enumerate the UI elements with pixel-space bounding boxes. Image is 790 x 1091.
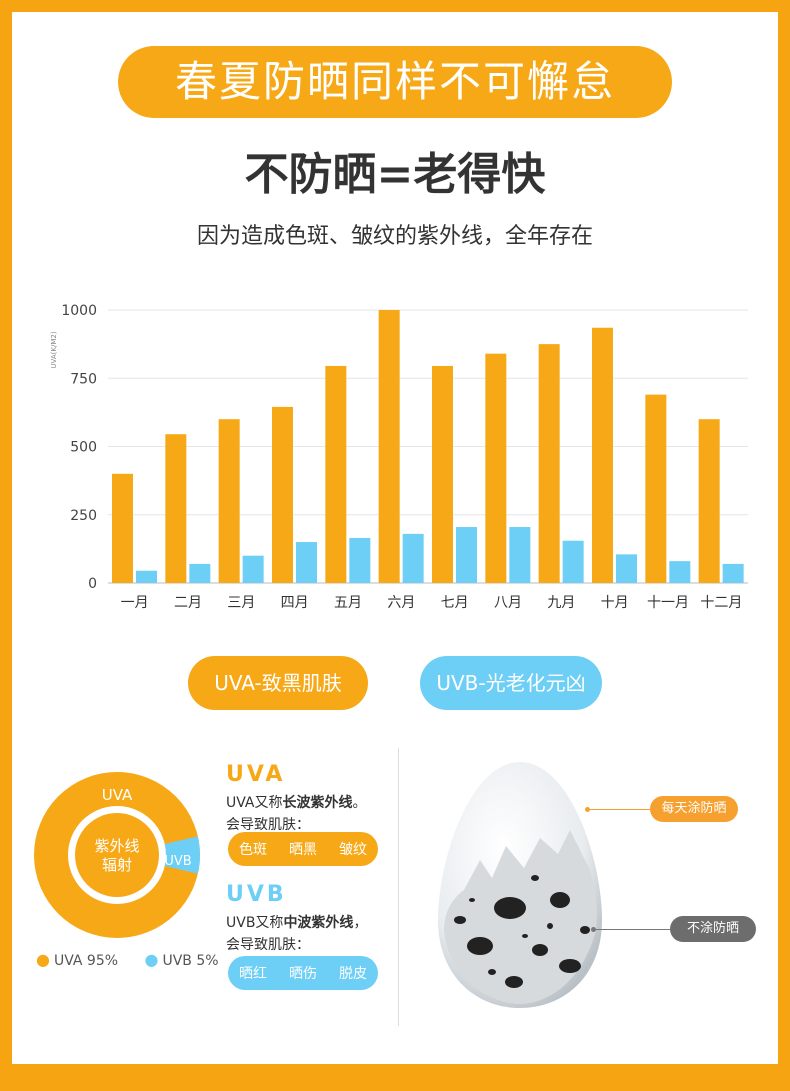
uva-tag: 色斑 [239, 842, 267, 858]
legend-uva-dot: ● [36, 950, 50, 969]
bar-uvb [402, 533, 424, 583]
callout-dot-none [591, 927, 596, 932]
uvb-info-line1: UVB又称中波紫外线， [226, 915, 368, 931]
legend-uva: UVA 95% [53, 953, 119, 969]
uva-effects-tags: 色斑 晒黑 皱纹 [228, 832, 378, 866]
legend-uvb-dot: ● [144, 950, 159, 969]
bar-uvb [669, 561, 691, 583]
donut-uvb-label: UVB [164, 854, 191, 869]
legend-uvb: UVB 5% [162, 953, 219, 969]
x-tick-label: 四月 [281, 595, 309, 611]
bar-uva [325, 365, 347, 583]
uva-info-line2: 会导致肌肤： [226, 817, 310, 833]
x-tick-label: 九月 [547, 595, 575, 611]
y-tick-label: 250 [70, 508, 97, 524]
uvb-info-line2: 会导致肌肤： [226, 937, 310, 953]
bar-uvb [456, 527, 477, 583]
uvb-info-title: UVB [226, 882, 287, 907]
bar-uvb [136, 570, 157, 583]
bar-uvb [189, 563, 211, 583]
bar-uvb [616, 554, 637, 583]
callout-line-none [596, 929, 670, 930]
uvb-pill: UVB-光老化元凶 [420, 656, 602, 710]
uva-pill: UVA-致黑肌肤 [188, 656, 368, 710]
bar-uva [165, 434, 187, 583]
donut-uva-label: UVA [102, 786, 133, 804]
x-tick-label: 五月 [334, 595, 362, 611]
donut-center [75, 813, 159, 897]
egg-speckles [454, 875, 590, 988]
quail-egg-illustration [438, 762, 602, 1008]
x-tick-label: 十月 [601, 595, 629, 611]
bar-uva [485, 353, 507, 583]
uv-monthly-bar-chart: 0 250 500 750 1000 UVA(K/M2) 一月 二月 三月 四月 五月 六月 七月 八月 九… [50, 303, 748, 611]
uvb-tag: 晒红 [239, 966, 267, 982]
uva-tag: 晒黑 [289, 842, 317, 858]
uvb-tag: 晒伤 [289, 966, 317, 982]
bar-uva [272, 406, 293, 583]
uva-info-title: UVA [226, 762, 286, 787]
bar-uvb [509, 527, 531, 583]
bar-uvb [349, 537, 371, 583]
bar-uva [698, 419, 720, 583]
callout-daily-sunscreen: 每天涂防晒 [650, 796, 738, 822]
bar-uva [218, 419, 240, 583]
x-tick-label: 六月 [387, 595, 415, 611]
bar-uva [112, 473, 133, 583]
bar-uvb [562, 540, 584, 583]
x-tick-label: 八月 [494, 595, 522, 611]
bar-uva [432, 365, 453, 583]
x-tick-label: 十一月 [647, 595, 689, 611]
bar-uva [538, 344, 560, 583]
donut-center-line2: 辐射 [102, 856, 132, 874]
y-tick-label: 1000 [61, 303, 97, 319]
y-axis-label: UVA(K/M2) [50, 331, 58, 368]
bar-uva [645, 394, 667, 583]
x-tick-label: 三月 [227, 595, 255, 611]
uva-info-line1: UVA又称长波紫外线。 [226, 795, 367, 811]
donut-center-line1: 紫外线 [94, 837, 139, 855]
y-tick-label: 750 [70, 371, 97, 387]
bar-uvb [242, 555, 264, 583]
x-tick-label: 一月 [121, 595, 149, 611]
bar-uva [378, 310, 400, 583]
section-divider [398, 748, 399, 1026]
bar-uvb [722, 563, 744, 583]
banner-title: 春夏防晒同样不可懈怠 [118, 46, 672, 118]
uva-tag: 皱纹 [339, 842, 367, 858]
x-tick-label: 七月 [441, 595, 469, 611]
egg-cracked-area [444, 830, 597, 1004]
y-tick-label: 0 [88, 576, 97, 592]
callout-no-sunscreen: 不涂防晒 [670, 916, 756, 942]
callout-line-daily [590, 809, 650, 810]
subheadline: 因为造成色斑、皱纹的紫外线，全年存在 [196, 224, 593, 249]
uv-ratio-donut-chart: 紫外线 辐射 UVA UVB [34, 772, 200, 938]
headline: 不防晒=老得快 [244, 149, 546, 200]
callout-dot-daily [585, 807, 590, 812]
bar-uvb [296, 542, 317, 583]
donut-uvb-slice [164, 836, 200, 874]
uvb-effects-tags: 晒红 晒伤 脱皮 [228, 956, 378, 990]
y-tick-label: 500 [70, 440, 97, 456]
donut-legend: ● UVA 95% ● UVB 5% [36, 950, 241, 969]
uvb-tag: 脱皮 [339, 966, 367, 982]
x-tick-label: 十二月 [700, 595, 742, 611]
x-tick-label: 二月 [174, 595, 202, 611]
bar-uva [592, 327, 613, 583]
